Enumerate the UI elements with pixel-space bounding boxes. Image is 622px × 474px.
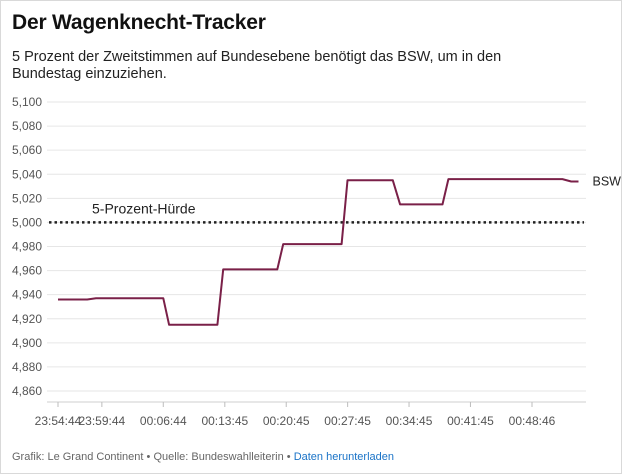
y-tick-label: 5,000 bbox=[12, 215, 42, 229]
y-tick-label: 4,980 bbox=[12, 240, 42, 254]
footer-source: Quelle: Bundeswahlleiterin bbox=[153, 451, 284, 463]
footer-credit: Grafik: Le Grand Continent bbox=[12, 451, 144, 463]
y-axis: 5,100 5,080 5,060 5,040 5,020 5,000 4,980 4,960… bbox=[12, 95, 42, 398]
x-tick-label: 00:34:45 bbox=[386, 414, 433, 428]
y-tick-label: 5,040 bbox=[12, 167, 42, 181]
footer-separator: • bbox=[286, 451, 291, 463]
x-tick-label: 00:20:45 bbox=[263, 414, 310, 428]
y-tick-label: 4,920 bbox=[12, 312, 42, 326]
y-tick-label: 5,100 bbox=[12, 95, 42, 109]
y-tick-label: 5,060 bbox=[12, 143, 42, 157]
y-tick-label: 5,020 bbox=[12, 191, 42, 205]
y-tick-label: 4,880 bbox=[12, 360, 42, 374]
reference-line-group: 5-Prozent-Hürde bbox=[49, 200, 584, 224]
footer: Grafik: Le Grand Continent • Quelle: Bun… bbox=[12, 451, 394, 463]
x-tick-label: 00:48:46 bbox=[509, 414, 556, 428]
footer-separator: • bbox=[146, 451, 151, 463]
x-tick-label: 00:06:44 bbox=[140, 414, 187, 428]
chart-subtitle: 5 Prozent der Zweitstimmen auf Bundesebe… bbox=[12, 49, 502, 82]
x-tick-label: 00:27:45 bbox=[324, 414, 371, 428]
y-tick-label: 4,860 bbox=[12, 384, 42, 398]
x-tick-label: 23:59:44 bbox=[79, 414, 126, 428]
series-line-bsw bbox=[58, 178, 579, 326]
series-label-bsw: BSW bbox=[592, 174, 621, 188]
reference-line-label: 5-Prozent-Hürde bbox=[92, 200, 196, 216]
y-tick-label: 4,900 bbox=[12, 336, 42, 350]
chart-title: Der Wagenknecht-Tracker bbox=[12, 11, 266, 34]
x-tick-label: 23:54:44 bbox=[35, 414, 82, 428]
download-data-link[interactable]: Daten herunterladen bbox=[293, 451, 394, 463]
gridlines bbox=[47, 101, 586, 403]
y-tick-label: 4,960 bbox=[12, 264, 42, 278]
x-tick-label: 00:13:45 bbox=[201, 414, 248, 428]
series-layer: BSW bbox=[58, 174, 621, 326]
y-tick-label: 5,080 bbox=[12, 119, 42, 133]
y-tick-label: 4,940 bbox=[12, 288, 42, 302]
x-tick-label: 00:41:45 bbox=[447, 414, 494, 428]
